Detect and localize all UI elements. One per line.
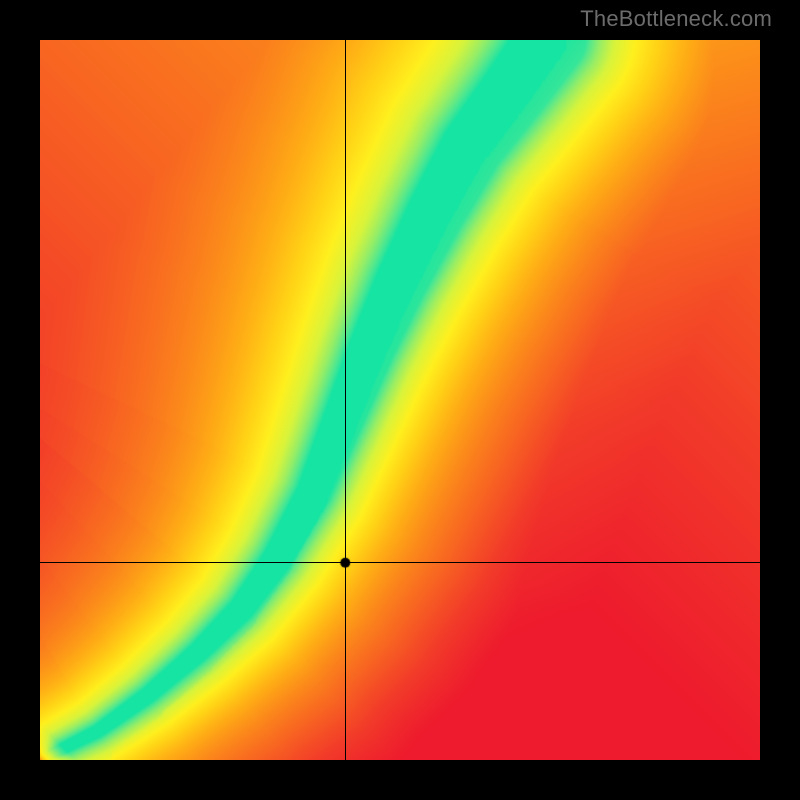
heatmap-plot	[40, 40, 760, 760]
watermark-text: TheBottleneck.com	[580, 6, 772, 32]
heatmap-canvas	[40, 40, 760, 760]
